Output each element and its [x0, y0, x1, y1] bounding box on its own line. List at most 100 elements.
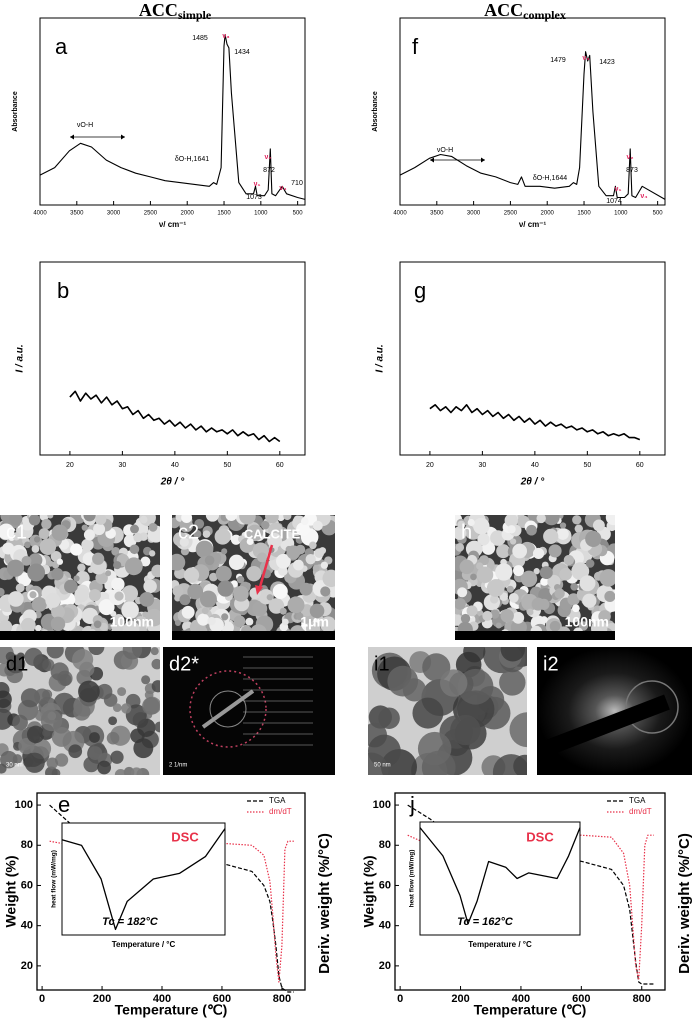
texture	[578, 621, 589, 631]
texture	[457, 587, 468, 598]
texture	[599, 569, 615, 587]
texture	[9, 515, 23, 526]
texture	[34, 688, 51, 705]
pointer-arrow	[258, 544, 274, 588]
texture	[112, 703, 122, 712]
texture	[543, 515, 560, 526]
x-axis-label: Temperature (℃)	[115, 1002, 228, 1018]
panel-label: b	[57, 278, 69, 303]
texture	[450, 714, 481, 746]
texture	[260, 520, 270, 530]
texture	[318, 547, 327, 555]
texture	[133, 738, 154, 759]
texture	[563, 554, 575, 566]
y2-axis-label: Deriv. weight (%/°C)	[676, 833, 693, 974]
micrograph	[537, 647, 692, 775]
texture	[148, 550, 156, 557]
texture	[154, 721, 160, 733]
header-main: ACC	[139, 0, 178, 20]
texture	[455, 526, 467, 540]
texture	[574, 524, 583, 533]
texture	[267, 533, 283, 548]
x-tick-label: 1500	[217, 211, 231, 217]
texture	[108, 716, 118, 726]
texture	[239, 515, 256, 525]
texture	[78, 680, 100, 703]
texture	[172, 553, 186, 571]
texture	[204, 555, 215, 566]
texture	[130, 728, 145, 743]
annotation: 1485	[192, 35, 208, 42]
texture	[312, 564, 320, 572]
texture	[295, 612, 304, 621]
texture	[486, 579, 505, 597]
texture	[236, 575, 245, 584]
x-tick-label: 60	[636, 462, 644, 469]
diffraction-ring	[625, 680, 679, 734]
x-tick-label: 50	[223, 462, 231, 469]
x-tick-label: 20	[426, 462, 434, 469]
texture	[283, 515, 292, 521]
texture	[217, 580, 234, 597]
micrograph-label: d1	[6, 653, 28, 675]
texture	[139, 515, 148, 524]
texture	[246, 538, 254, 546]
texture	[245, 617, 254, 626]
texture	[478, 555, 490, 566]
texture	[509, 712, 527, 748]
annotation: 1479	[550, 57, 566, 64]
texture	[309, 603, 325, 619]
texture	[121, 601, 139, 619]
texture	[129, 544, 140, 555]
texture	[233, 615, 246, 628]
x-tick-label: 3500	[70, 211, 84, 217]
texture	[287, 596, 305, 614]
texture	[554, 588, 565, 599]
texture	[455, 543, 465, 552]
texture	[510, 538, 517, 545]
texture	[417, 731, 452, 766]
x-tick-label: 60	[276, 462, 284, 469]
info-bar	[172, 631, 335, 640]
texture	[104, 581, 114, 591]
x-tick-label: 3000	[467, 211, 481, 217]
texture	[151, 658, 160, 670]
texture	[277, 515, 285, 522]
texture	[266, 594, 274, 601]
texture	[51, 604, 66, 619]
annotation: 1074	[606, 198, 622, 205]
scale-label: 1μm	[300, 614, 329, 630]
texture	[559, 522, 567, 529]
texture	[201, 607, 209, 615]
texture	[18, 738, 35, 755]
texture	[281, 618, 289, 626]
texture	[95, 571, 108, 585]
texture	[187, 583, 203, 600]
y-axis-label: Weight (%)	[361, 855, 377, 927]
x-tick-label: 1000	[614, 211, 628, 217]
texture	[38, 528, 50, 540]
texture	[197, 613, 210, 626]
texture	[402, 678, 427, 702]
x-tick-label: 50	[583, 462, 591, 469]
texture	[300, 517, 309, 526]
texture	[130, 767, 143, 775]
texture	[540, 577, 549, 586]
texture	[225, 515, 238, 521]
x-tick-label: 600	[572, 993, 590, 1005]
texture	[499, 669, 526, 696]
texture	[467, 518, 475, 527]
texture	[520, 570, 538, 587]
texture	[81, 538, 94, 552]
texture	[31, 545, 40, 553]
micrograph	[172, 515, 335, 640]
texture	[2, 542, 15, 555]
texture	[179, 594, 191, 606]
texture	[0, 587, 5, 597]
texture	[88, 589, 101, 602]
annotation: ν₃	[222, 33, 229, 40]
diffraction-ring	[209, 690, 247, 728]
texture	[193, 529, 202, 539]
texture	[512, 543, 528, 559]
